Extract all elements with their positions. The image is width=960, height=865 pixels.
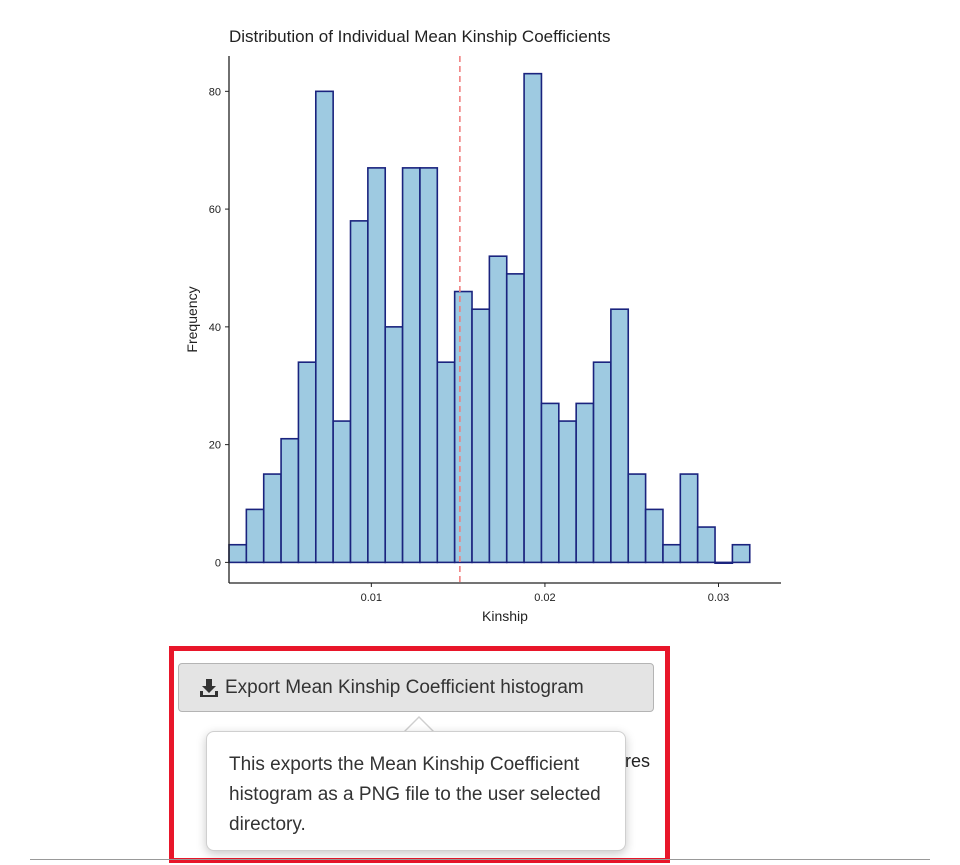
divider-line bbox=[30, 859, 930, 860]
histogram-bar bbox=[401, 167, 421, 564]
histogram-bar bbox=[731, 543, 751, 564]
histogram-bar bbox=[262, 473, 282, 564]
download-icon bbox=[200, 678, 218, 697]
chart-title: Distribution of Individual Mean Kinship … bbox=[229, 27, 610, 46]
histogram-bar bbox=[245, 508, 265, 564]
highlight-box bbox=[169, 646, 670, 863]
axes: 0 20 40 60 80 0.01 0.02 0.03 bbox=[209, 56, 781, 604]
y-tick-label: 80 bbox=[209, 86, 221, 98]
histogram-bar bbox=[662, 543, 682, 564]
histogram-bar bbox=[453, 290, 473, 564]
histogram-bar bbox=[714, 561, 734, 564]
y-tick-label: 60 bbox=[209, 204, 221, 216]
x-tick-label: 0.02 bbox=[534, 592, 555, 604]
x-tick-label: 0.03 bbox=[708, 592, 729, 604]
histogram-bar bbox=[349, 220, 369, 564]
histogram-bar bbox=[523, 72, 543, 564]
histogram-bar bbox=[384, 326, 404, 564]
histogram-bar bbox=[540, 402, 560, 564]
histogram-bar bbox=[436, 361, 456, 564]
histogram-bar bbox=[558, 420, 577, 564]
histogram-bar bbox=[228, 543, 248, 564]
x-axis-label: Kinship bbox=[482, 608, 528, 624]
histogram-bar bbox=[679, 473, 699, 564]
histogram-bar bbox=[488, 255, 508, 564]
histogram-bars bbox=[228, 72, 751, 564]
y-tick-label: 0 bbox=[215, 557, 221, 569]
x-tick-label: 0.01 bbox=[361, 592, 382, 604]
export-tooltip: This exports the Mean Kinship Coefficien… bbox=[206, 731, 626, 851]
histogram-bar bbox=[332, 420, 352, 564]
histogram-bar bbox=[696, 526, 716, 564]
histogram-bar bbox=[280, 437, 300, 564]
kinship-histogram: Distribution of Individual Mean Kinship … bbox=[184, 27, 781, 624]
histogram-bar bbox=[644, 508, 664, 564]
histogram-bar bbox=[627, 473, 647, 564]
histogram-bar bbox=[610, 308, 630, 564]
tooltip-text: This exports the Mean Kinship Coefficien… bbox=[229, 754, 601, 835]
export-button-label: Export Mean Kinship Coefficient histogra… bbox=[225, 676, 584, 698]
y-tick-label: 40 bbox=[209, 322, 221, 334]
export-histogram-button[interactable]: Export Mean Kinship Coefficient histogra… bbox=[178, 663, 654, 712]
y-axis-label: Frequency bbox=[184, 286, 200, 352]
histogram-bar bbox=[367, 167, 387, 564]
histogram-bar bbox=[592, 361, 612, 564]
histogram-bar bbox=[314, 90, 334, 564]
tooltip-arrow-inner bbox=[405, 718, 433, 732]
histogram-bar bbox=[297, 361, 317, 564]
histogram-bar bbox=[505, 273, 525, 564]
histogram-bar bbox=[419, 167, 439, 564]
histogram-bar bbox=[471, 308, 491, 564]
histogram-bar bbox=[575, 402, 595, 564]
y-tick-label: 20 bbox=[209, 440, 221, 452]
